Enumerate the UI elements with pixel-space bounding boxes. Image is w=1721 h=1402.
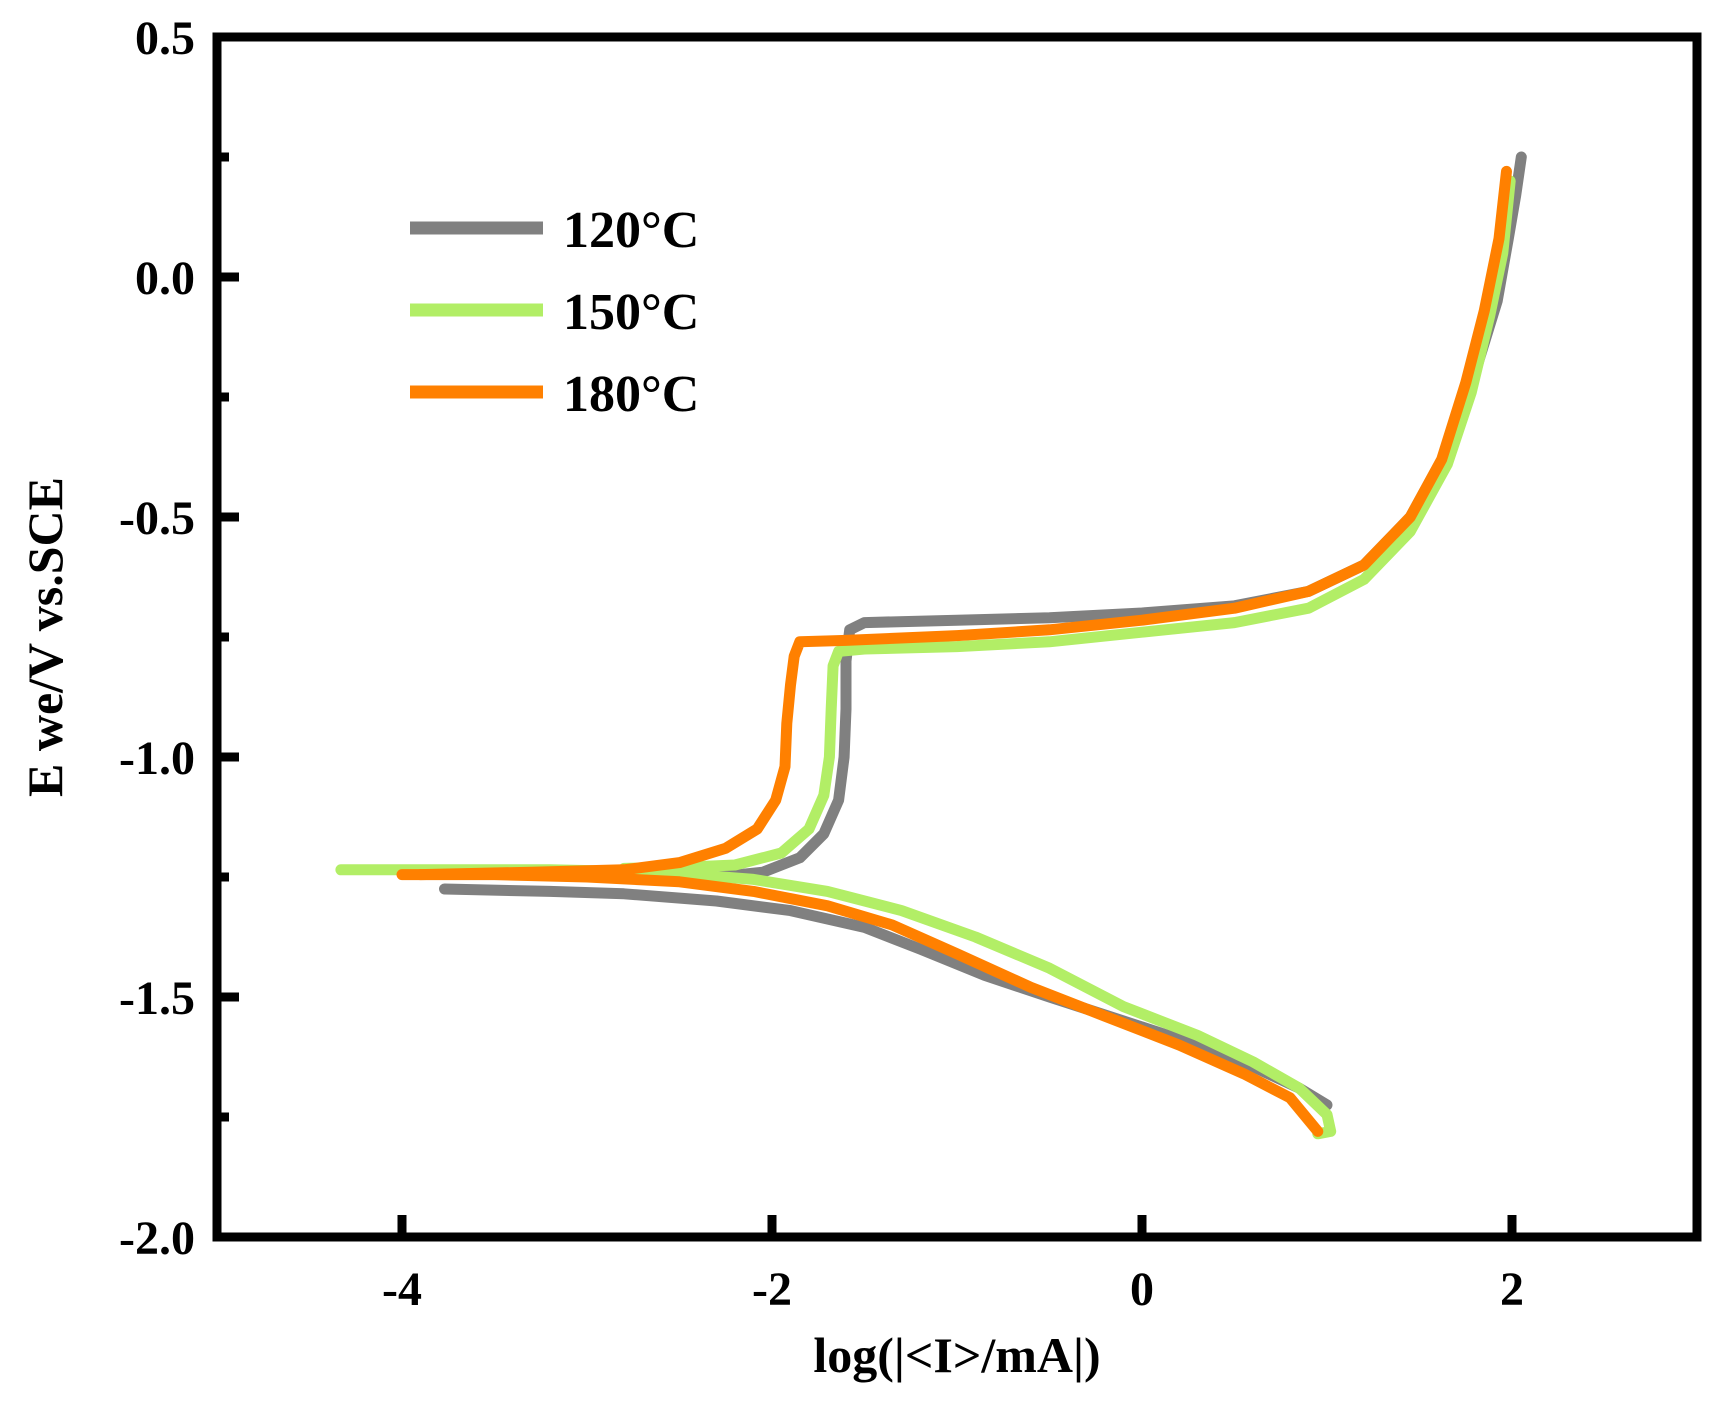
- y-tick-label: 0.0: [135, 252, 195, 305]
- legend-label-120c: 120°C: [563, 202, 699, 259]
- x-tick-label: 2: [1500, 1263, 1524, 1316]
- legend-label-180c: 180°C: [563, 366, 699, 423]
- y-tick-label: -1.0: [119, 732, 195, 785]
- x-axis-title: log(|<I>/mA|): [813, 1327, 1100, 1383]
- series-180c-anodic-curve: [415, 165, 1512, 881]
- series-150c-anodic-curve: [618, 175, 1516, 874]
- y-tick-label: -2.0: [119, 1212, 195, 1265]
- legend-label-150c: 150°C: [563, 284, 699, 341]
- series-180c-cathodic-curve: [396, 869, 1324, 1137]
- x-tick-label: -4: [382, 1263, 422, 1316]
- series-120c-anodic-curve: [627, 151, 1527, 883]
- ticks-layer: -4 -2 0 2 -2.0 -1.5 -1.0 -0.5 0.0 0.5: [119, 12, 1524, 1316]
- y-tick-label: -0.5: [119, 492, 195, 545]
- x-tick-label: 0: [1130, 1263, 1154, 1316]
- legend: 120°C 150°C 180°C: [410, 202, 699, 423]
- y-axis-title: E we/V vs.SCE: [17, 477, 73, 797]
- curves-layer: [335, 151, 1527, 1140]
- y-tick-label: -1.5: [119, 972, 195, 1025]
- x-tick-label: -2: [752, 1263, 792, 1316]
- y-tick-label: 0.5: [135, 12, 195, 65]
